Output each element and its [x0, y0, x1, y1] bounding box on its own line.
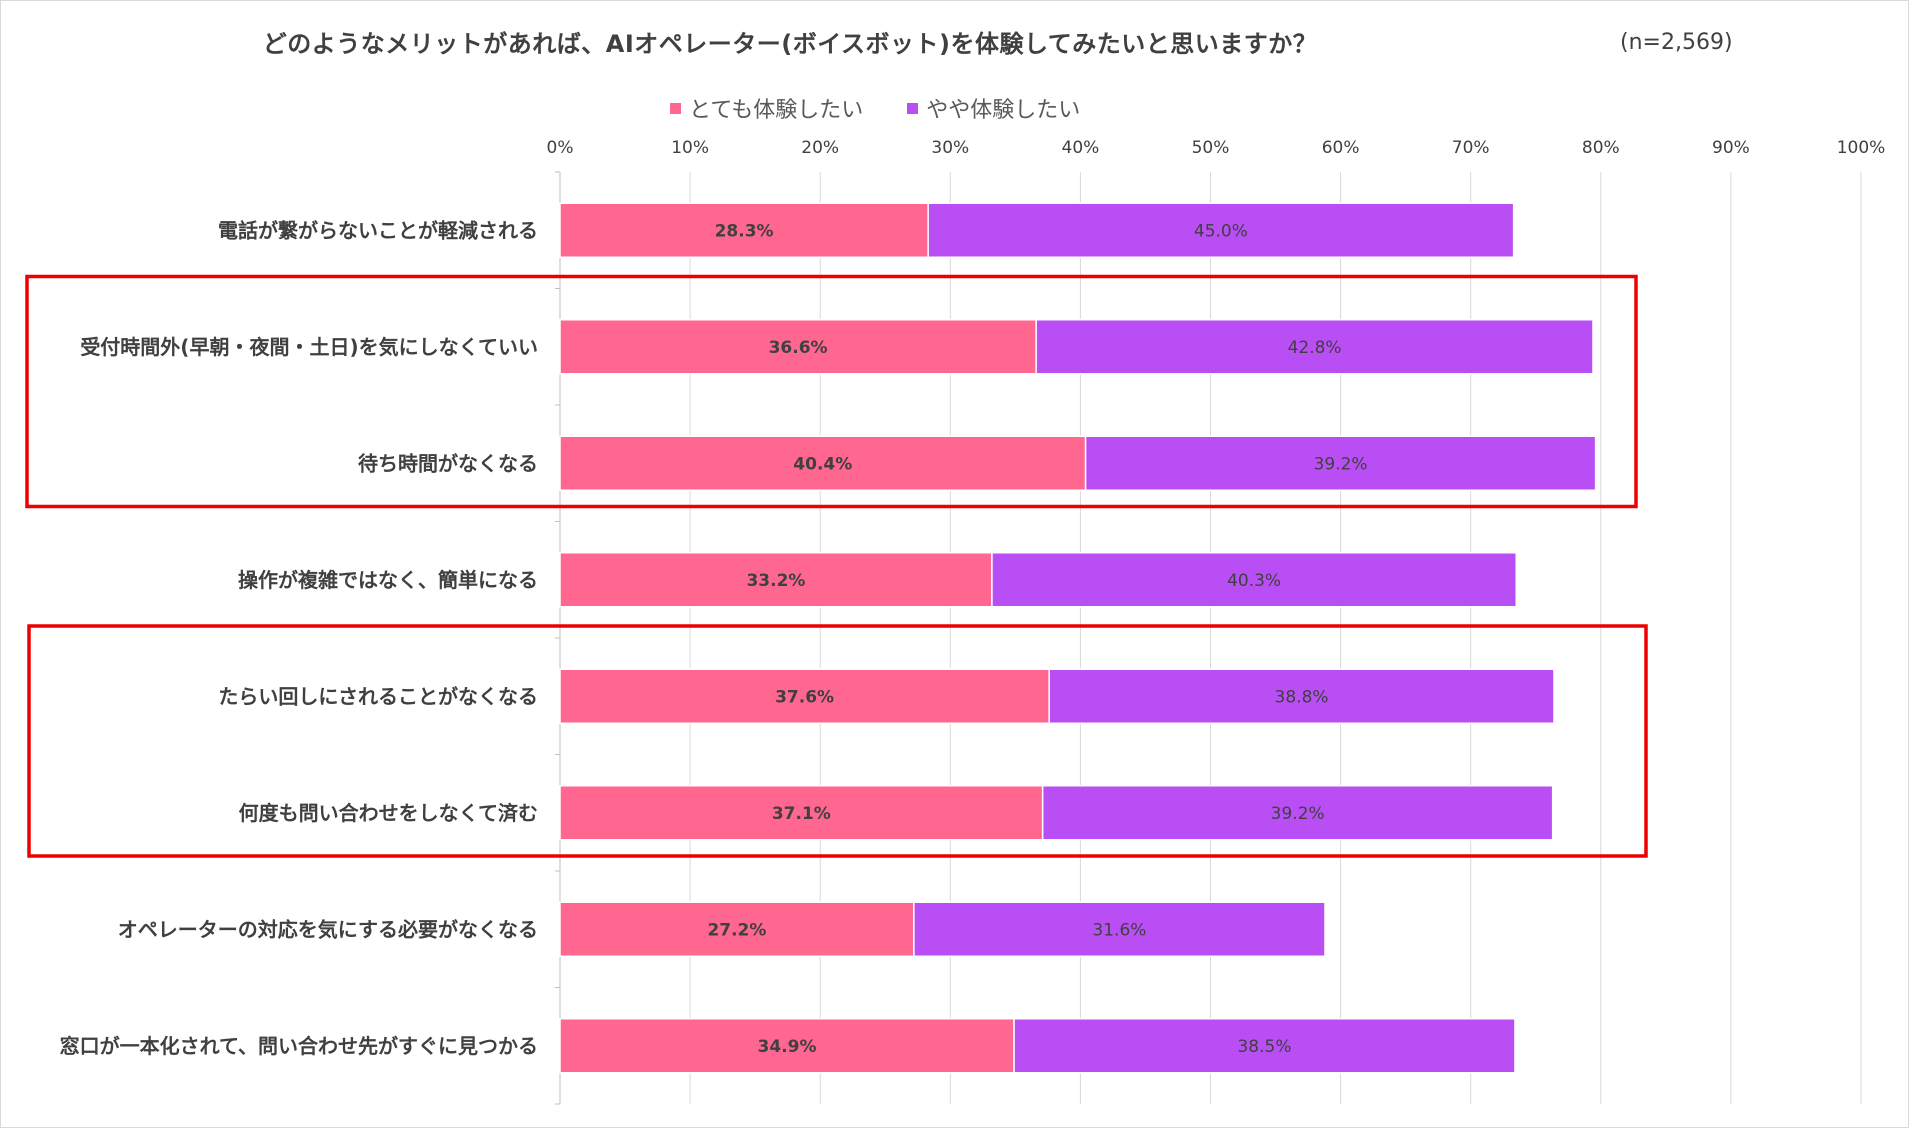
legend-swatch-very: [670, 102, 681, 114]
x-tick-label: 40%: [1062, 138, 1100, 158]
data-label: 45.0%: [1194, 221, 1248, 241]
bar-segment-somewhat: [1084, 435, 1597, 491]
x-tick-label: 90%: [1712, 138, 1750, 158]
category-label: 電話が繋がらないことが軽減される: [218, 218, 538, 242]
bar-segment-very: [559, 668, 1050, 724]
data-label: 37.6%: [775, 687, 834, 707]
legend-item-somewhat: やや体験したい: [907, 92, 1080, 124]
legend-item-very: とても体験したい: [670, 92, 863, 124]
data-label: 33.2%: [746, 571, 805, 591]
data-label: 34.9%: [758, 1037, 817, 1057]
category-label: 受付時間外(早朝・夜間・土日)を気にしなくていい: [80, 335, 538, 359]
bar-segment-somewhat: [1013, 1018, 1516, 1074]
x-tick-label: 100%: [1837, 138, 1886, 158]
data-label: 39.2%: [1271, 804, 1325, 824]
x-tick-label: 50%: [1192, 138, 1230, 158]
x-tick-label: 20%: [801, 138, 839, 158]
chart-legend: とても体験したい やや体験したい: [670, 92, 1080, 124]
x-tick-label: 0%: [547, 138, 574, 158]
data-label: 31.6%: [1092, 920, 1146, 940]
data-label: 38.5%: [1237, 1037, 1291, 1057]
bar-segment-very: [559, 435, 1087, 491]
bar-segment-very: [559, 319, 1037, 375]
bar-segment-somewhat: [1035, 319, 1594, 375]
category-label: たらい回しにされることがなくなる: [218, 684, 538, 708]
x-tick-label: 70%: [1452, 138, 1490, 158]
category-label: 何度も問い合わせをしなくて済む: [239, 801, 538, 825]
data-label: 27.2%: [707, 920, 766, 940]
data-label: 36.6%: [769, 338, 828, 358]
category-label: オペレーターの対応を気にする必要がなくなる: [118, 917, 538, 941]
sample-size-note: (n=2,569): [1620, 30, 1733, 55]
bar-segment-somewhat: [913, 901, 1326, 957]
x-tick-label: 80%: [1582, 138, 1620, 158]
highlight-box: [27, 624, 1648, 858]
legend-label-somewhat: やや体験したい: [926, 98, 1081, 123]
x-tick-label: 60%: [1322, 138, 1360, 158]
bar-segment-very: [559, 202, 929, 258]
x-tick-label: 30%: [931, 138, 969, 158]
bar-segment-somewhat: [1041, 785, 1554, 841]
bar-segment-very: [559, 785, 1044, 841]
data-label: 28.3%: [715, 221, 774, 241]
legend-swatch-somewhat: [907, 102, 919, 114]
x-tick-label: 10%: [671, 138, 709, 158]
bar-segment-somewhat: [1048, 668, 1555, 724]
category-label: 窓口が一本化されて、問い合わせ先がすぐに見つかる: [60, 1034, 538, 1058]
data-label: 42.8%: [1288, 338, 1342, 358]
data-label: 40.3%: [1227, 571, 1281, 591]
data-label: 39.2%: [1314, 454, 1368, 474]
bar-segment-somewhat: [927, 202, 1515, 258]
chart-title: どのようなメリットがあれば、AIオペレーター(ボイスボット)を体験してみたいと思…: [262, 30, 1318, 58]
bar-segment-very: [559, 901, 915, 957]
data-label: 38.8%: [1275, 687, 1329, 707]
data-label: 37.1%: [772, 804, 831, 824]
category-label: 操作が複雑ではなく、簡単になる: [238, 568, 538, 592]
highlight-box: [25, 274, 1638, 509]
bar-segment-very: [559, 1018, 1015, 1074]
bar-segment-somewhat: [991, 552, 1517, 608]
bar-segment-very: [559, 552, 993, 608]
data-label: 40.4%: [793, 454, 852, 474]
legend-label-very: とても体験したい: [689, 98, 864, 123]
category-label: 待ち時間がなくなる: [358, 451, 538, 475]
